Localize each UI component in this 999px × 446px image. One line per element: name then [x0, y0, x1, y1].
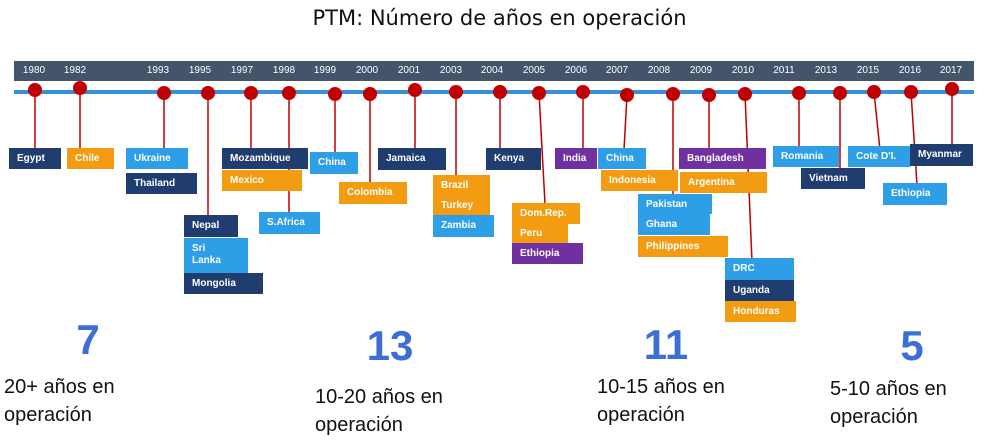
group-label: 5-10 años en operación: [830, 378, 947, 428]
group-label: 20+ años en operación: [4, 376, 115, 426]
country-box-chile: Chile: [67, 148, 114, 169]
group-count: 11: [643, 321, 689, 368]
year-label: 1993: [146, 65, 170, 76]
group-count: 5: [900, 322, 924, 369]
country-box-mexico: Mexico: [222, 170, 302, 191]
group-label: 10-15 años en operación: [597, 376, 725, 426]
country-box-kenya: Kenya: [486, 148, 541, 170]
timeline-dot: [363, 87, 377, 101]
country-box-ghana: Ghana: [638, 214, 710, 235]
year-label: 2015: [856, 65, 880, 76]
country-box-china-1999: China: [310, 152, 358, 174]
year-label: 1982: [63, 65, 87, 76]
country-box-ethiopia-2005: Ethiopia: [512, 243, 583, 264]
timeline-dot: [408, 83, 422, 97]
year-label: 2017: [939, 65, 963, 76]
timeline-dot: [867, 85, 881, 99]
group-count: 13: [366, 322, 414, 369]
year-label: 2000: [355, 65, 379, 76]
year-label: 2009: [689, 65, 713, 76]
timeline-dot: [833, 86, 847, 100]
connector-line: [910, 91, 918, 186]
timeline-dot: [328, 87, 342, 101]
year-label: 1980: [22, 65, 46, 76]
country-box-brazil: Brazil: [433, 175, 490, 195]
timeline-dot: [493, 85, 507, 99]
country-box-cote-di: Cote D'I.: [848, 146, 910, 167]
country-box-bangladesh: Bangladesh: [679, 148, 766, 169]
country-box-nepal: Nepal: [184, 215, 238, 237]
timeline-dot: [792, 86, 806, 100]
country-box-india: India: [555, 148, 597, 169]
country-box-philippines: Philippines: [638, 236, 728, 257]
timeline-dot: [532, 86, 546, 100]
timeline-dot: [157, 86, 171, 100]
country-box-ukraine: Ukraine: [126, 148, 188, 169]
year-label: 2001: [397, 65, 421, 76]
country-box-thailand: Thailand: [126, 173, 197, 194]
year-label: 2013: [814, 65, 838, 76]
country-box-argentina: Argentina: [680, 172, 767, 193]
country-box-mozambique: Mozambique: [222, 148, 308, 169]
year-label: 1999: [313, 65, 337, 76]
timeline-dot: [244, 86, 258, 100]
country-box-egypt: Egypt: [9, 148, 61, 169]
country-box-ethiopia-2016: Ethiopia: [883, 183, 947, 205]
connector-line: [873, 91, 881, 151]
timeline-dot: [738, 87, 752, 101]
country-box-pakistan: Pakistan: [638, 194, 712, 214]
year-label: 1997: [230, 65, 254, 76]
page-title: PTM: Número de años en operación: [312, 6, 687, 30]
country-box-zambia: Zambia: [433, 215, 494, 237]
year-label: 2003: [439, 65, 463, 76]
timeline-dot: [28, 83, 42, 97]
timeline-dot: [73, 81, 87, 95]
timeline-dot: [620, 88, 634, 102]
country-box-china-2007: China: [598, 148, 646, 169]
year-label: 2008: [647, 65, 671, 76]
timeline-dot: [449, 85, 463, 99]
timeline-dot: [702, 88, 716, 102]
timeline-dot: [282, 86, 296, 100]
country-box-drc: DRC: [725, 258, 794, 280]
country-box-turkey: Turkey: [433, 195, 490, 215]
year-label: 1998: [272, 65, 296, 76]
country-box-sri-lanka: Sri Lanka: [184, 238, 248, 273]
year-label: 1995: [188, 65, 212, 76]
group-count: 7: [76, 316, 100, 363]
connector-line: [623, 94, 628, 151]
country-box-dom-rep: Dom.Rep.: [512, 203, 580, 224]
timeline-dot: [576, 85, 590, 99]
year-label: 2010: [731, 65, 755, 76]
country-box-honduras: Honduras: [725, 301, 796, 322]
country-box-mongolia: Mongolia: [184, 273, 263, 294]
connector-line: [538, 92, 546, 205]
country-box-colombia: Colombia: [339, 182, 407, 204]
country-box-uganda: Uganda: [725, 280, 794, 301]
timeline-dot: [945, 82, 959, 96]
timeline-dot: [904, 85, 918, 99]
year-label: 2005: [522, 65, 546, 76]
year-label: 2006: [564, 65, 588, 76]
year-label: 2016: [898, 65, 922, 76]
group-label: 10-20 años en operación: [315, 386, 443, 436]
country-box-myanmar: Myanmar: [910, 144, 973, 166]
country-box-vietnam: Vietnam: [801, 168, 865, 189]
country-box-indonesia: Indonesia: [601, 170, 678, 191]
country-box-s-africa: S.Africa: [259, 212, 320, 234]
year-bar: [14, 61, 974, 81]
year-label: 2004: [480, 65, 504, 76]
timeline-dot: [201, 86, 215, 100]
timeline-dot: [666, 87, 680, 101]
country-box-jamaica: Jamaica: [378, 148, 446, 170]
year-label: 2011: [773, 65, 795, 76]
country-box-romania: Romania: [773, 146, 839, 167]
country-box-peru: Peru: [512, 223, 568, 244]
year-label: 2007: [605, 65, 629, 76]
